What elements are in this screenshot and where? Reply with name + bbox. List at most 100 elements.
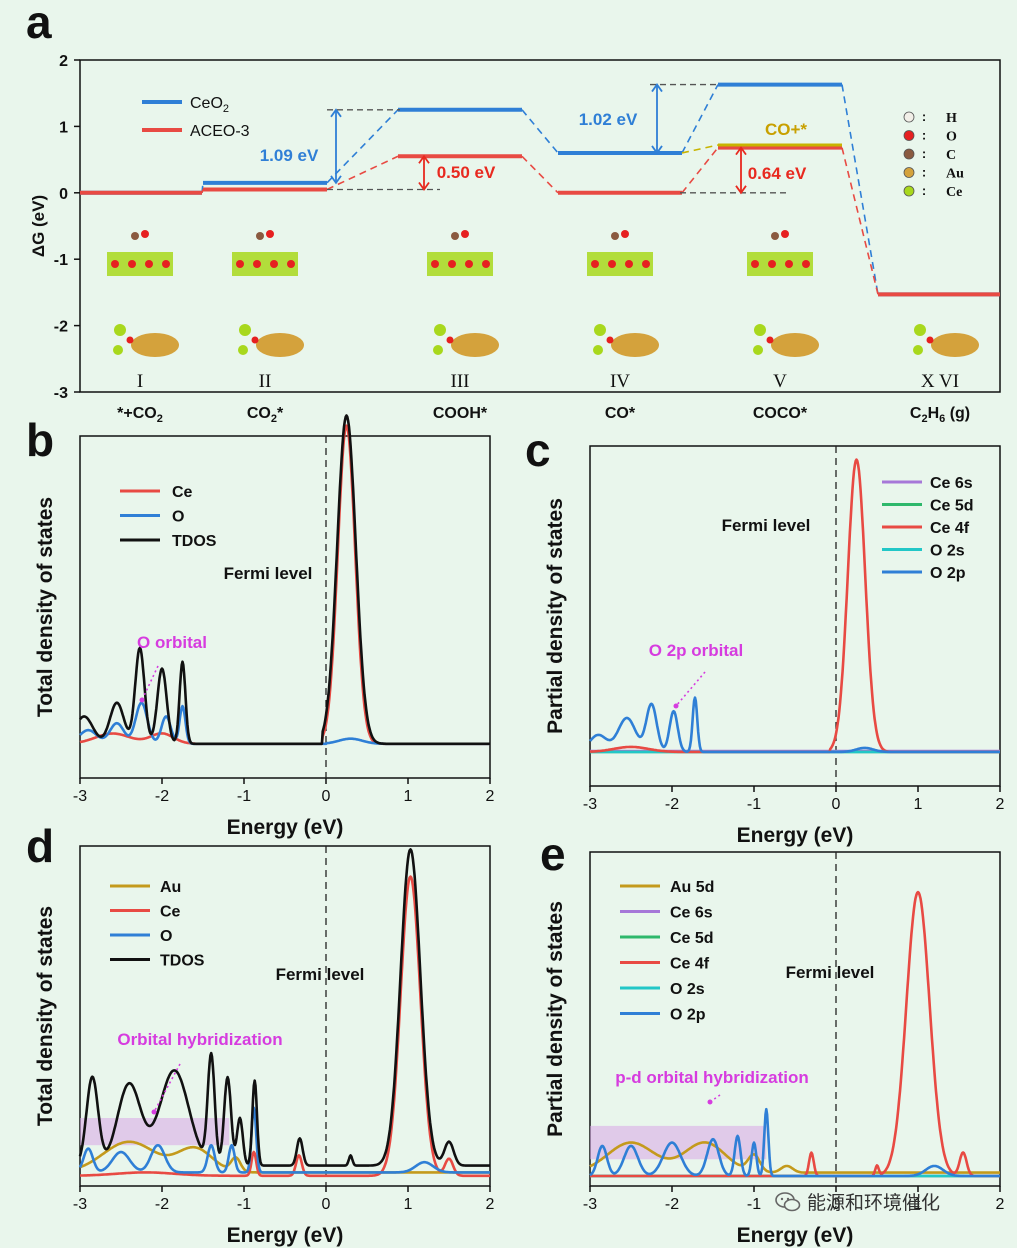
panel-a-ce-atom [433,345,443,355]
panel-c-annotation-arrowhead [673,703,679,709]
panel-a-adsorbate-carbon [131,232,139,240]
panel-b-xtick-label: 2 [486,788,495,805]
panel-e-curve-o2p [589,1107,1001,1178]
panel-b-xlabel: Energy (eV) [227,816,344,839]
panel-label-d: d [26,820,54,872]
panel-label-c: c [525,424,551,476]
panel-a-atom-colon: : [922,146,926,161]
panel-c-legend-label: Ce 5d [930,498,974,515]
panel-a-ce-atom [114,324,126,336]
panel-d-frame [79,845,491,1187]
panel-a-slab-model [232,230,298,276]
panel-c-annotation-arrow [675,671,706,707]
panel-a-ce-atom [238,345,248,355]
panel-e-xtick-label: -1 [747,1196,761,1213]
panel-a-xtick-label: COCO* [753,405,808,422]
panel-b-xtick-label: 0 [322,788,331,805]
panel-a-arrowhead [735,146,747,156]
panel-a-slab-oxygen [802,260,810,268]
panel-a-slab-oxygen [287,260,295,268]
panel-a-stage-label: IV [610,371,630,392]
panel-a-atom-au-icon [903,167,915,178]
panel-a-connector-ceo2 [521,109,559,154]
panel-a-o-atom [606,336,614,344]
panel-a-ce-atom [914,324,926,336]
panel-c-xtick-label: 2 [996,796,1005,813]
panel-a-atom-h-icon [903,111,915,123]
panel-a-o-atom [926,336,934,344]
panel-e-xtick-label: 2 [996,1196,1005,1213]
panel-a-slab-model [107,230,173,276]
panel-a-cluster-model [753,324,819,357]
panel-a-xtick-label: COOH* [433,405,488,422]
panel-d-xlabel: Energy (eV) [227,1224,344,1247]
panel-c-fermi-label: Fermi level [722,516,811,535]
panel-a-slab-oxygen [145,260,153,268]
panel-a-arrowhead [651,83,663,93]
panel-a-atom-colon: : [922,183,926,198]
panel-d-legend-label: O [160,928,172,945]
panel-a-cluster-model [433,324,499,357]
panel-a-stage-label: I [137,371,143,392]
panel-d-curve-tdos [78,848,491,1167]
panel-b-fermi-label: Fermi level [224,564,313,583]
panel-a-ytick-label: -3 [54,385,68,402]
panel-a-atom-ce-icon [903,185,915,197]
panel-b-legend-label: O [172,509,184,526]
panel-a-arrowhead [735,185,747,195]
panel-a-connector-aceo-3 [326,155,399,191]
panel-a-ytick-label: 1 [59,119,68,136]
panel-a-connector-ceo2 [681,84,719,154]
panel-a-connector-co [681,144,719,154]
panel-e-annotation-arrowhead [707,1099,713,1105]
panel-a-arrowhead [651,145,663,155]
panel-d-legend-label: Au [160,879,181,896]
panel-a-annotation: 0.64 eV [748,164,807,183]
panel-b-legend-label: Ce [172,484,193,501]
panel-a-au-cluster [771,333,819,357]
panel-a-ce-atom [593,345,603,355]
panel-e-legend-label: Ce 6s [670,905,713,922]
panel-d-curve-o [78,1106,491,1174]
panel-a-cluster-model [113,324,179,357]
panel-a-slab-oxygen [448,260,456,268]
panel-a-cluster-model [593,324,659,357]
panel-label-b: b [26,414,54,466]
panel-e-xtick-label: -3 [583,1196,597,1213]
panel-a-annotation: 1.02 eV [579,110,638,129]
panel-b-annotation: O orbital [137,633,207,652]
panel-a-frame [79,59,1001,393]
panel-a-ytick-label: -1 [54,252,68,269]
panel-a-xtick-label: *+CO2 [117,405,163,425]
panel-d-xtick-label: -1 [237,1196,251,1213]
panel-b-curve-ce [79,424,491,746]
panel-a-slab-oxygen [768,260,776,268]
panel-b-xtick-label: -1 [237,788,251,805]
panel-a-cluster-model [238,324,304,357]
panel-e-annotation: p-d orbital hybridization [615,1068,809,1087]
panel-e-legend-label: Ce 5d [670,930,714,947]
panel-d-xtick-label: 1 [404,1196,413,1213]
panel-a-ce-atom [754,324,766,336]
panel-d-annotation: Orbital hybridization [117,1030,282,1049]
panel-a-slab-oxygen [128,260,136,268]
panel-e-xtick-label: -2 [665,1196,679,1213]
panel-a-annotation: 1.09 eV [260,146,319,165]
panel-e-curve-au5d [589,1141,1001,1174]
panel-a-slab-oxygen [465,260,473,268]
panel-a-slab-model [747,230,813,276]
panel-b-xtick-label: -2 [155,788,169,805]
panel-a-ytick-label: 2 [59,53,68,70]
panel-b-curve-o [79,701,491,746]
panel-e-ylabel: Partial density of states [544,901,567,1137]
panel-d-annotation-arrow [153,1063,181,1113]
panel-a-o-atom [446,336,454,344]
panel-a-adsorbate-oxygen [141,230,149,238]
panel-e-legend-label: Au 5d [670,879,714,896]
panel-e-legend-label: O 2p [670,1007,706,1024]
panel-b-frame [79,435,491,779]
watermark-text: 能源和环境催化 [807,1192,941,1214]
panel-e-frame [589,851,1001,1187]
panel-a-annotation: 0.50 eV [437,163,496,182]
